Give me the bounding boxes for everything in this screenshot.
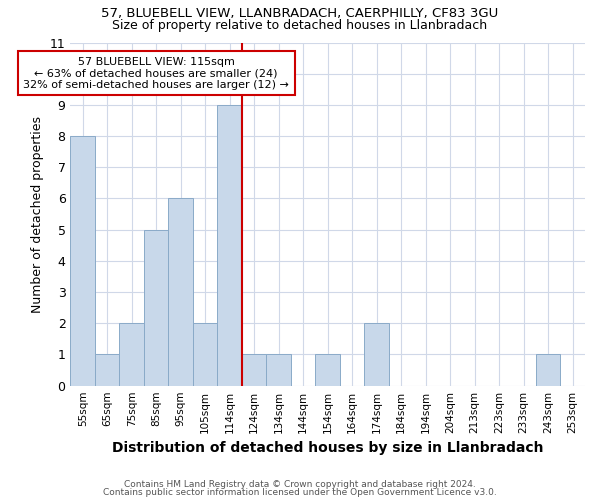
Bar [217, 105, 242, 386]
Text: Size of property relative to detached houses in Llanbradach: Size of property relative to detached ho… [112, 18, 488, 32]
Bar [536, 354, 560, 386]
Bar [242, 354, 266, 386]
Bar [266, 354, 291, 386]
Text: 57 BLUEBELL VIEW: 115sqm
← 63% of detached houses are smaller (24)
32% of semi-d: 57 BLUEBELL VIEW: 115sqm ← 63% of detach… [23, 56, 289, 90]
Text: Contains HM Land Registry data © Crown copyright and database right 2024.: Contains HM Land Registry data © Crown c… [124, 480, 476, 489]
Bar [119, 324, 144, 386]
Y-axis label: Number of detached properties: Number of detached properties [31, 116, 44, 312]
Bar [316, 354, 340, 386]
Text: Contains public sector information licensed under the Open Government Licence v3: Contains public sector information licen… [103, 488, 497, 497]
Bar [95, 354, 119, 386]
Bar [193, 324, 217, 386]
X-axis label: Distribution of detached houses by size in Llanbradach: Distribution of detached houses by size … [112, 441, 544, 455]
Bar [364, 324, 389, 386]
Bar [144, 230, 169, 386]
Bar [70, 136, 95, 386]
Text: 57, BLUEBELL VIEW, LLANBRADACH, CAERPHILLY, CF83 3GU: 57, BLUEBELL VIEW, LLANBRADACH, CAERPHIL… [101, 8, 499, 20]
Bar [169, 198, 193, 386]
